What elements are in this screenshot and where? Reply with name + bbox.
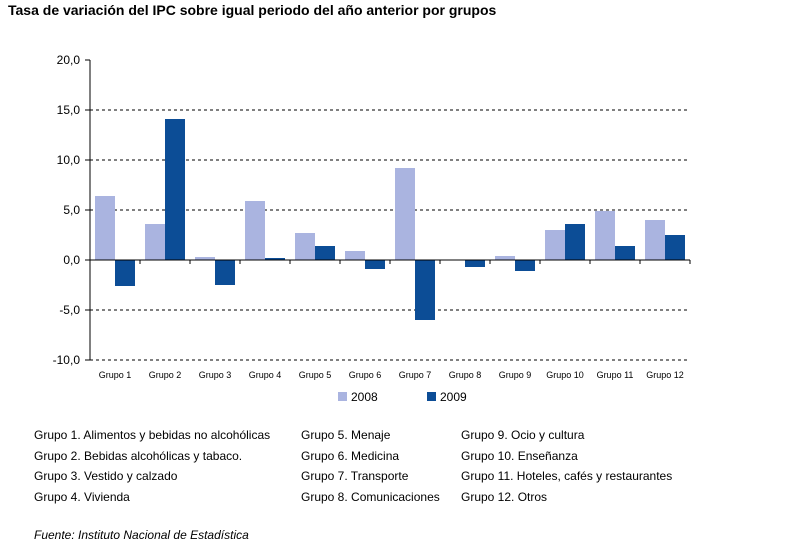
bar-2008: [645, 220, 665, 260]
x-axis-ticks: Grupo 1 Grupo 2 Grupo 3 Grupo 4 Grupo 5 Grupo…: [99, 370, 684, 380]
bar-2009: [315, 246, 335, 260]
group-item: Grupo 1. Alimentos y bebidas no alcohóli…: [34, 428, 271, 442]
grid-lines: [90, 109, 690, 361]
group-column-1: Grupo 1. Alimentos y bebidas no alcohóli…: [34, 427, 270, 509]
source-note: Fuente: Instituto Nacional de Estadístic…: [34, 528, 249, 542]
bar-2009: [415, 260, 435, 320]
y-tick-label: -5,0: [59, 303, 80, 317]
group-column-2: Grupo 5. Menaje Grupo 6. Medicina Grupo …: [301, 427, 440, 509]
group-item: Grupo 12. Otros: [461, 489, 548, 504]
bar-2009: [215, 260, 235, 285]
bar-2008: [145, 224, 165, 260]
bar-2009: [515, 260, 535, 271]
legend-swatch-2009: [427, 392, 436, 401]
y-axis-ticks: 20,0 15,0 10,0 5,0 0,0 -5,0 -10,0: [53, 53, 90, 367]
group-column-3: Grupo 9. Ocio y cultura Grupo 10. Enseña…: [461, 427, 672, 509]
group-item: Grupo 2. Bebidas alcohólicas y tabaco.: [34, 448, 243, 463]
bar-2009: [165, 119, 185, 260]
bar-2009: [565, 224, 585, 260]
group-item: Grupo 10. Enseñanza: [461, 448, 578, 463]
x-tick-label: Grupo 12: [646, 370, 684, 380]
group-item: Grupo 6. Medicina: [301, 448, 400, 463]
x-tick-label: Grupo 5: [299, 370, 332, 380]
y-tick-label: 10,0: [57, 153, 81, 167]
bar-2009: [265, 258, 285, 260]
legend-label: 2008: [351, 390, 378, 404]
group-item: Grupo 7. Transporte: [301, 469, 409, 483]
group-item: Grupo 11. Hoteles, cafés y restaurantes: [461, 469, 673, 483]
bar-2008: [95, 196, 115, 260]
y-tick-label: 15,0: [57, 103, 81, 117]
x-tick-label: Grupo 1: [99, 370, 132, 380]
bar-2008: [195, 257, 215, 260]
x-tick-label: Grupo 6: [349, 370, 382, 380]
bar-2008: [495, 256, 515, 260]
group-item: Grupo 4. Vivienda: [34, 489, 130, 504]
bars: [95, 119, 685, 320]
bar-2008: [295, 233, 315, 260]
legend-swatch-2008: [338, 392, 347, 401]
y-tick-label: 20,0: [57, 53, 81, 67]
group-item: Grupo 3. Vestido y calzado: [34, 469, 178, 483]
group-item: Grupo 8. Comunicaciones: [301, 489, 440, 504]
y-tick-label: 5,0: [63, 203, 80, 217]
x-tick-label: Grupo 10: [546, 370, 584, 380]
legend: 2008 2009: [338, 390, 467, 404]
bar-2008: [545, 230, 565, 260]
bar-2009: [615, 246, 635, 260]
y-tick-label: 0,0: [63, 253, 80, 267]
bar-2008: [395, 168, 415, 260]
bar-2009: [115, 260, 135, 286]
bar-2009: [665, 235, 685, 260]
axes: [89, 60, 691, 360]
x-tick-label: Grupo 3: [199, 370, 232, 380]
x-tick-label: Grupo 8: [449, 370, 482, 380]
bar-2008: [595, 211, 615, 260]
x-tick-label: Grupo 11: [597, 370, 634, 380]
bar-2009: [465, 260, 485, 267]
bar-2009: [365, 260, 385, 269]
x-tick-label: Grupo 2: [149, 370, 182, 380]
x-tick-label: Grupo 9: [499, 370, 532, 380]
bar-2008: [345, 251, 365, 260]
y-tick-label: -10,0: [53, 353, 81, 367]
group-item: Grupo 5. Menaje: [301, 428, 391, 442]
x-tick-label: Grupo 4: [249, 370, 282, 380]
bar-2008: [245, 201, 265, 260]
group-item: Grupo 9. Ocio y cultura: [461, 428, 585, 442]
chart-title: Tasa de variación del IPC sobre igual pe…: [8, 2, 497, 18]
bar-chart: 20,015,010,05,00,0-5,0-10,0 Grupo 1 Grupo…: [53, 53, 691, 404]
x-tick-label: Grupo 7: [399, 370, 432, 380]
legend-label: 2009: [440, 390, 467, 404]
